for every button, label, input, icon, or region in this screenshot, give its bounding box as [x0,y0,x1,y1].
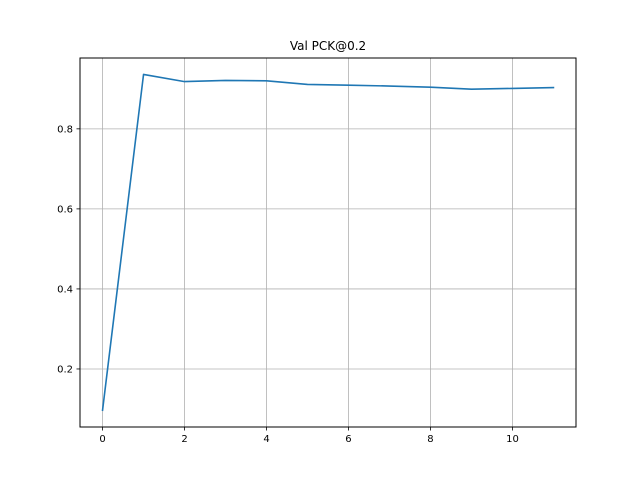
x-tick-label: 4 [263,434,269,445]
y-tick-label: 0.4 [57,284,73,295]
chart-title: Val PCK@0.2 [290,39,366,53]
plot-frame [79,57,577,428]
series-line [101,73,555,412]
x-tick-label: 2 [181,434,187,445]
series-layer [101,73,555,412]
grid-lines [80,58,576,427]
plot-area [80,58,576,427]
x-tick-label: 0 [99,434,105,445]
x-tick-label: 6 [345,434,351,445]
y-tick-label: 0.2 [57,364,73,375]
axis-ticks: 0 2 4 6 8 10 0.2 0.4 0.6 0.8 [57,124,519,445]
x-tick-label: 8 [427,434,433,445]
y-tick-label: 0.6 [57,204,73,215]
y-tick-label: 0.8 [57,124,73,135]
x-tick-label: 10 [506,434,519,445]
